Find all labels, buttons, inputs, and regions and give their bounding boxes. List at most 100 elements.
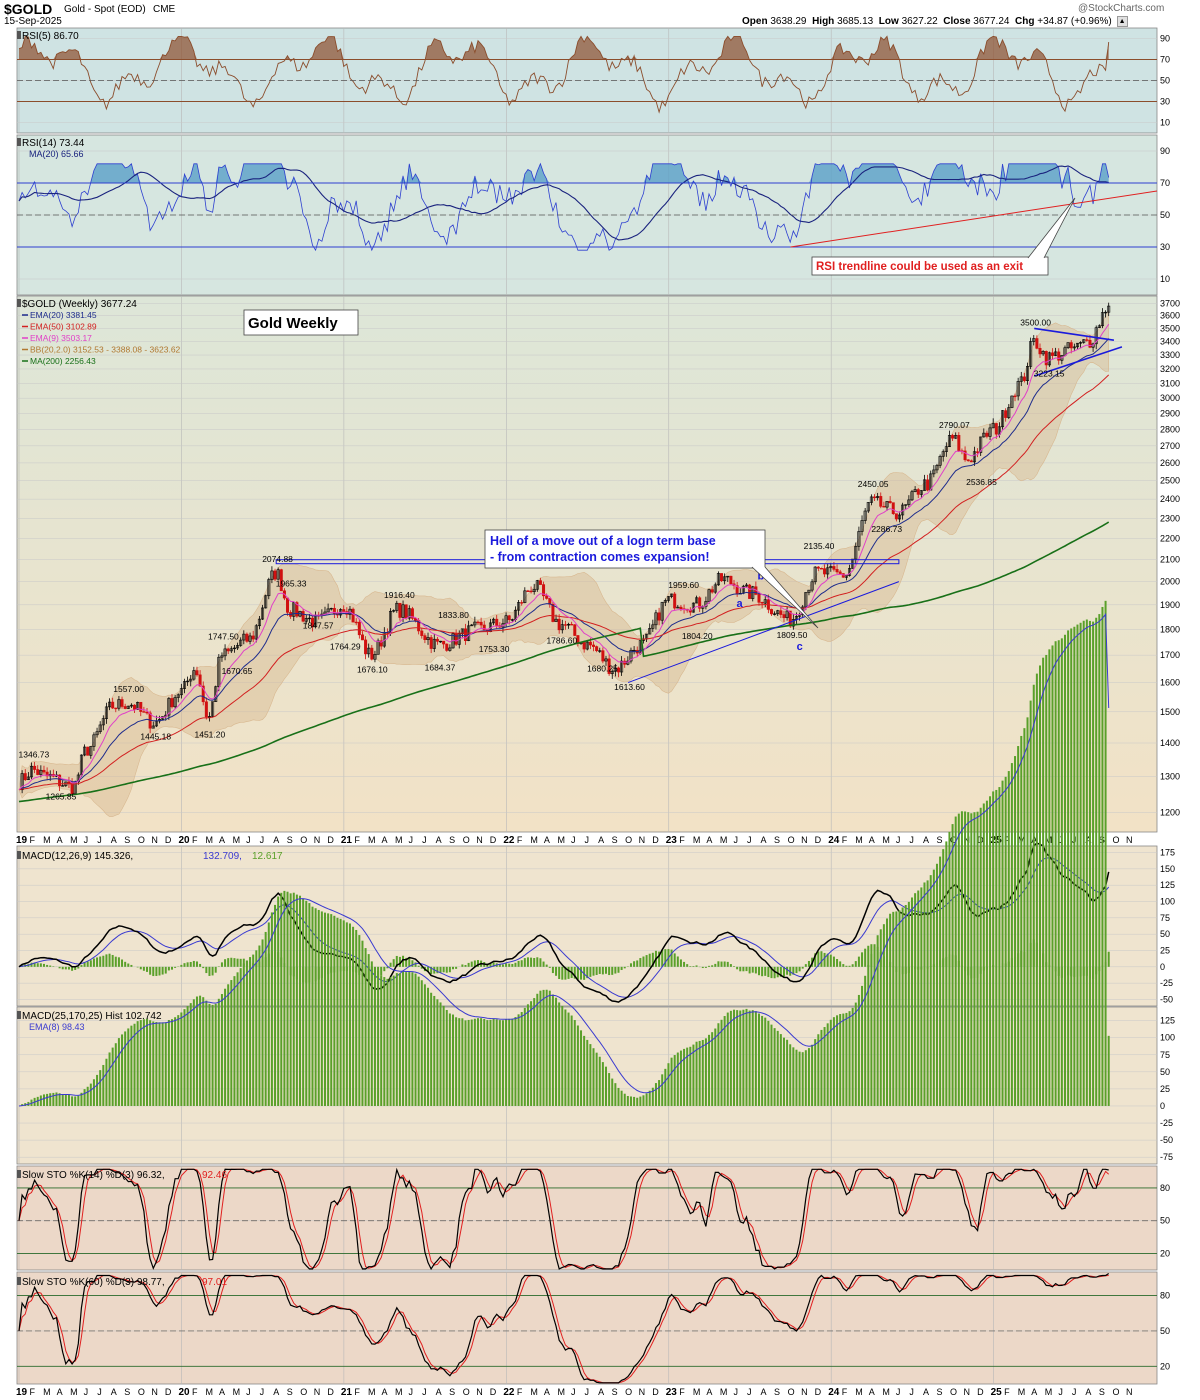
macd-long-hist-bar bbox=[539, 990, 542, 1106]
macd-hist-bar bbox=[801, 966, 804, 969]
price-candle-body bbox=[211, 701, 215, 717]
macd-hist-bar bbox=[842, 964, 845, 967]
price-candle-body bbox=[1079, 342, 1083, 344]
price-candle-body bbox=[695, 597, 699, 604]
macd-long-hist-bar bbox=[442, 1005, 445, 1106]
macd-long-hist-bar bbox=[720, 1019, 723, 1106]
x-tick-label: S bbox=[449, 1387, 455, 1397]
price-candle-body bbox=[757, 594, 761, 603]
macd-long-hist-bar bbox=[58, 1093, 61, 1106]
price-candle-body bbox=[89, 746, 93, 756]
macd-long-hist-bar bbox=[86, 1086, 89, 1106]
macd-long-hist-bar bbox=[589, 1044, 592, 1106]
macd-long-hist-bar bbox=[970, 813, 973, 1106]
macd-long-hist-bar bbox=[957, 813, 960, 1106]
macd-hist-bar bbox=[786, 966, 789, 975]
macd-long-hist-bar bbox=[545, 989, 548, 1106]
price-candle-body bbox=[710, 589, 714, 593]
macd-hist-bar bbox=[733, 966, 736, 967]
price-candle-body bbox=[888, 501, 892, 503]
macd-long-hist-bar bbox=[854, 1002, 857, 1106]
annotation-text-2: - from contraction comes expansion! bbox=[490, 550, 709, 564]
x-tick-label: J bbox=[747, 835, 752, 845]
macd-long-hist-bar bbox=[867, 964, 870, 1106]
macd-long-hist-bar bbox=[299, 895, 302, 1106]
watermark: @StockCharts.com bbox=[1078, 3, 1165, 14]
macd-long-hist-bar bbox=[939, 856, 942, 1106]
price-level-label: 1833.80 bbox=[438, 610, 469, 620]
macd-long-hist-bar bbox=[255, 950, 258, 1106]
macd-hist-bar bbox=[42, 963, 45, 967]
x-tick-label: J bbox=[747, 1387, 752, 1397]
macd-hist-bar bbox=[501, 964, 504, 967]
macd-hist-bar bbox=[523, 958, 526, 967]
macd-hist-bar bbox=[820, 951, 823, 967]
macd-hist-bar bbox=[64, 966, 67, 970]
macd-long-hist-bar bbox=[364, 948, 367, 1106]
x-tick-label: J bbox=[733, 835, 738, 845]
price-candle-body bbox=[1066, 342, 1070, 349]
macd-long-hist-bar bbox=[745, 1008, 748, 1106]
macd-long-hist-bar bbox=[698, 1040, 701, 1106]
macd-hist-bar bbox=[645, 955, 648, 967]
macd-long-hist-bar bbox=[973, 812, 976, 1106]
price-candle-body bbox=[838, 571, 842, 574]
price-candle-body bbox=[916, 489, 920, 495]
macd-long-hist-bar bbox=[405, 972, 408, 1106]
macd-hist-bar bbox=[695, 965, 698, 967]
x-tick-label: M bbox=[882, 835, 890, 845]
rsi5-label: RSI(5) 86.70 bbox=[22, 31, 79, 42]
macd-long-hist-bar bbox=[121, 1034, 124, 1106]
price-candle-body bbox=[123, 706, 127, 709]
macd-long-hist-bar bbox=[586, 1039, 589, 1106]
x-tick-label: M bbox=[557, 1387, 565, 1397]
x-tick-label: N bbox=[476, 1387, 483, 1397]
macd-hist-bar bbox=[124, 961, 127, 967]
price-candle-body bbox=[913, 489, 917, 493]
macd-long-hist-bar bbox=[252, 954, 255, 1106]
macd-long-hist-bar bbox=[945, 841, 948, 1106]
macd-long-hist-bar bbox=[267, 922, 270, 1106]
x-tick-label: M bbox=[693, 1387, 701, 1397]
macd-long-hist-bar bbox=[620, 1090, 623, 1106]
price-candle-body bbox=[526, 590, 530, 592]
y-tick-label: 2300 bbox=[1160, 513, 1180, 523]
y-tick-label: 30 bbox=[1160, 242, 1170, 252]
macd-long-hist-bar bbox=[489, 1019, 492, 1106]
macd-hist-bar bbox=[158, 966, 161, 976]
macd-hist-bar bbox=[108, 953, 111, 967]
price-candle-body bbox=[179, 688, 183, 696]
macd-long-hist-bar bbox=[817, 1034, 820, 1106]
macd-long-hist-bar bbox=[914, 893, 917, 1106]
macd-long-hist-bar bbox=[233, 976, 236, 1106]
x-tick-label: 19 bbox=[16, 1387, 28, 1398]
price-candle-body bbox=[267, 579, 271, 597]
x-tick-label: M bbox=[43, 1387, 51, 1397]
price-candle-body bbox=[729, 575, 733, 585]
price-candle-body bbox=[897, 514, 901, 520]
macd-hist-bar bbox=[542, 961, 545, 967]
macd-hist-bar bbox=[30, 962, 33, 967]
x-tick-label: M bbox=[395, 835, 403, 845]
y-tick-label: 3400 bbox=[1160, 337, 1180, 347]
macd-hist-bar bbox=[864, 948, 867, 967]
macd-hist-bar bbox=[39, 963, 42, 967]
macd-hist-bar bbox=[1107, 951, 1110, 967]
macd-hist-bar bbox=[614, 966, 617, 974]
macd-hist-bar bbox=[402, 955, 405, 967]
x-tick-label: J bbox=[585, 1387, 590, 1397]
macd-long-hist-bar bbox=[189, 1003, 192, 1106]
macd-hist-bar bbox=[851, 964, 854, 967]
macd-hist-bar bbox=[611, 966, 614, 975]
x-tick-label: A bbox=[273, 835, 279, 845]
macd-hist-bar bbox=[224, 959, 227, 967]
price-candle-body bbox=[126, 705, 130, 709]
title-box bbox=[243, 309, 359, 336]
price-candle-body bbox=[204, 701, 208, 718]
macd-long-hist-bar bbox=[486, 1020, 489, 1106]
macd-hist-bar bbox=[380, 966, 383, 976]
price-candle-body bbox=[773, 613, 777, 615]
macd-hist-bar bbox=[761, 966, 764, 977]
macd-long-hist-bar bbox=[174, 1017, 177, 1106]
macd-hist-bar bbox=[470, 961, 473, 967]
